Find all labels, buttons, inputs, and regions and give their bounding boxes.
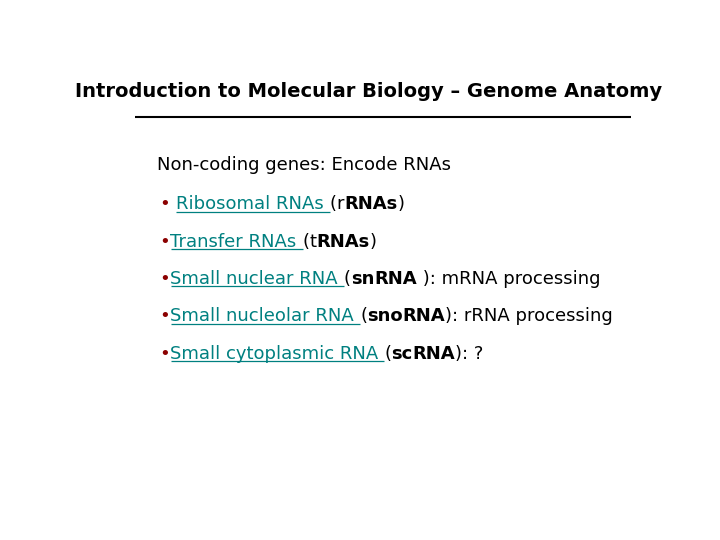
Text: RNA: RNA xyxy=(374,270,417,288)
Text: sno: sno xyxy=(367,307,402,326)
Text: Small nucleolar RNA: Small nucleolar RNA xyxy=(171,307,360,326)
Text: ): mRNA processing: ): mRNA processing xyxy=(417,270,600,288)
Text: ): ) xyxy=(397,195,405,213)
Text: t: t xyxy=(310,233,317,251)
Text: ): ) xyxy=(370,233,377,251)
Text: •: • xyxy=(160,233,171,251)
Text: (: ( xyxy=(330,195,337,213)
Text: RNAs: RNAs xyxy=(344,195,397,213)
Text: ): rRNA processing: ): rRNA processing xyxy=(445,307,613,326)
Text: ): ?: ): ? xyxy=(455,345,484,363)
Text: Ribosomal RNAs: Ribosomal RNAs xyxy=(176,195,330,213)
Text: sn: sn xyxy=(351,270,374,288)
Text: RNAs: RNAs xyxy=(317,233,370,251)
Text: r: r xyxy=(337,195,344,213)
Text: •: • xyxy=(160,345,171,363)
Text: Non-coding genes: Encode RNAs: Non-coding genes: Encode RNAs xyxy=(157,156,451,173)
Text: Introduction to Molecular Biology – Genome Anatomy: Introduction to Molecular Biology – Geno… xyxy=(76,82,662,102)
Text: (: ( xyxy=(384,345,392,363)
Text: (: ( xyxy=(344,270,351,288)
Text: •: • xyxy=(160,270,171,288)
Text: •: • xyxy=(160,195,176,213)
Text: Small nuclear RNA: Small nuclear RNA xyxy=(171,270,344,288)
Text: RNA: RNA xyxy=(413,345,455,363)
Text: RNA: RNA xyxy=(402,307,445,326)
Text: (: ( xyxy=(302,233,310,251)
Text: (: ( xyxy=(360,307,367,326)
Text: •: • xyxy=(160,307,171,326)
Text: Transfer RNAs: Transfer RNAs xyxy=(171,233,302,251)
Text: Small cytoplasmic RNA: Small cytoplasmic RNA xyxy=(171,345,384,363)
Text: sc: sc xyxy=(392,345,413,363)
